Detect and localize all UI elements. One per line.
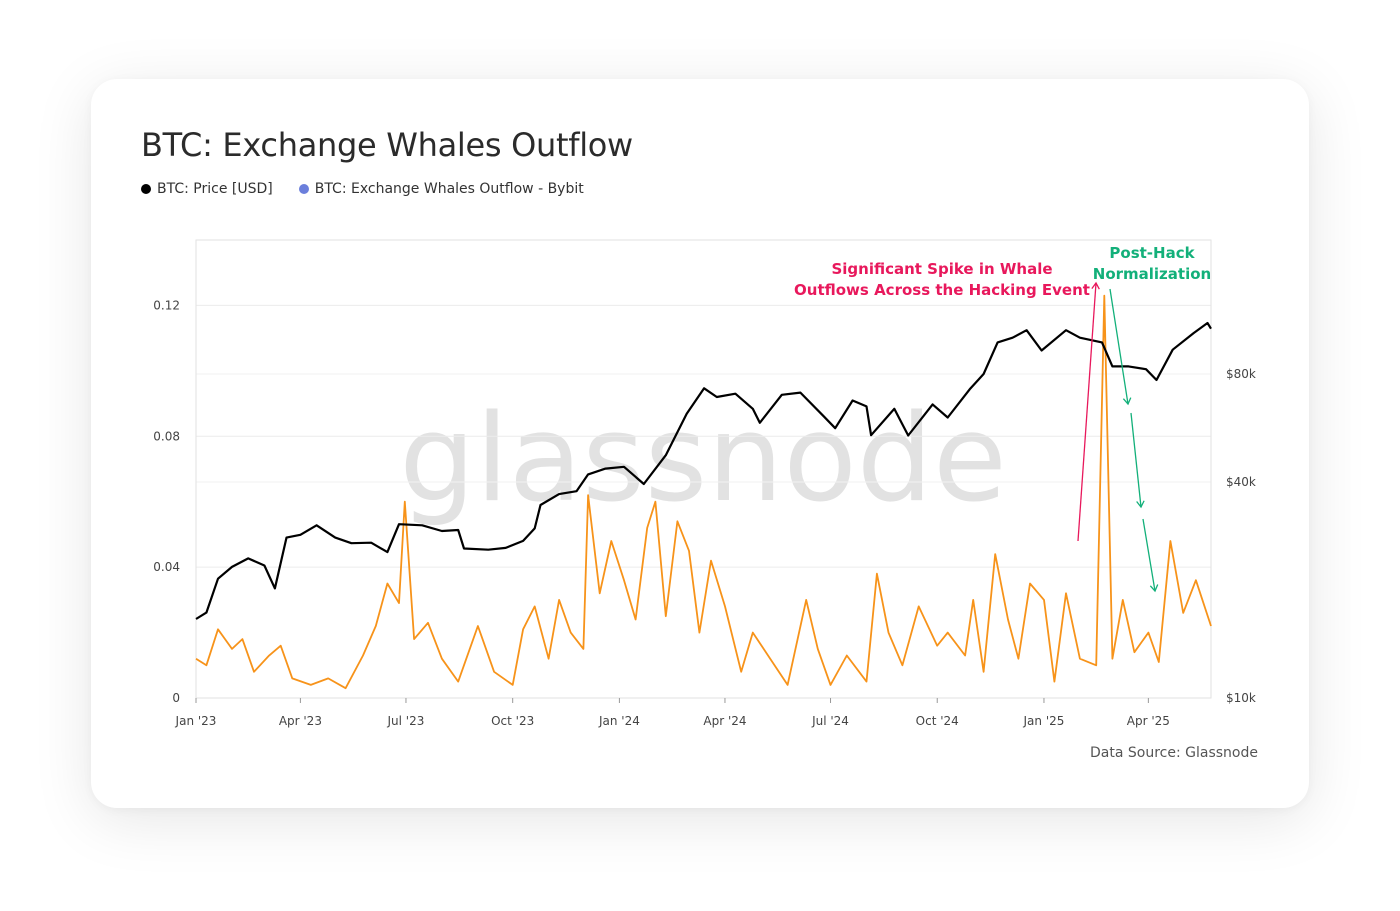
spike-arrow-head <box>1091 281 1100 290</box>
legend-item-price[interactable]: BTC: Price [USD] <box>141 181 273 197</box>
spike-arrow <box>1077 282 1097 542</box>
x-tick-label: Apr '25 <box>1127 714 1170 728</box>
legend-dot-outflow <box>298 184 309 194</box>
series-outflow-line <box>195 294 1212 690</box>
y-left-tick-label: 0.12 <box>153 298 180 312</box>
y-left-tick-label: 0.08 <box>153 429 180 443</box>
x-axis-ticks: Jan '23 Apr '23 Jul '23 Oct '23 Jan '24 Apr '… <box>175 698 1170 728</box>
chart-card <box>91 79 1309 808</box>
annotation-arrows <box>1077 281 1159 593</box>
legend-label-outflow: BTC: Exchange Whales Outflow - Bybit <box>314 181 584 197</box>
x-tick-label: Apr '23 <box>279 714 322 728</box>
chart-title: BTC: Exchange Whales Outflow <box>141 126 633 164</box>
watermark: glassnode <box>399 390 1007 529</box>
x-tick-label: Jul '24 <box>811 714 849 728</box>
legend-item-outflow[interactable]: BTC: Exchange Whales Outflow - Bybit <box>298 181 584 197</box>
posthack-arrow-1-head <box>1122 397 1132 406</box>
chart-legend: BTC: Price [USD] BTC: Exchange Whales Ou… <box>141 181 584 197</box>
y-right-tick-label: $40k <box>1226 475 1256 489</box>
x-tick-label: Oct '24 <box>916 714 959 728</box>
y-right-tick-label: $10k <box>1226 691 1256 705</box>
series-price-line <box>195 321 1212 620</box>
legend-dot-price <box>141 184 151 194</box>
annotation-spike-line2: Outflows Across the Hacking Event <box>794 281 1090 299</box>
x-tick-label: Jan '24 <box>598 714 640 728</box>
y-right-tick-label: $80k <box>1226 367 1256 381</box>
posthack-arrow-2-head <box>1136 500 1145 509</box>
annotation-posthack-line2: Normalization <box>1093 265 1211 283</box>
annotation-posthack-line1: Post-Hack <box>1109 244 1195 262</box>
plot-frame <box>195 239 1212 699</box>
y-left-tick-label: 0.04 <box>153 560 180 574</box>
x-tick-label: Jul '23 <box>387 714 425 728</box>
x-tick-label: Apr '24 <box>703 714 746 728</box>
posthack-arrow-2 <box>1130 412 1142 508</box>
annotation-spike-line1: Significant Spike in Whale <box>831 260 1052 278</box>
legend-label-price: BTC: Price [USD] <box>157 181 273 197</box>
series-group <box>195 294 1212 690</box>
x-tick-label: Jan '23 <box>175 714 217 728</box>
y-left-tick-label: 0 <box>172 691 180 705</box>
x-tick-label: Oct '23 <box>491 714 534 728</box>
x-tick-label: Jan '25 <box>1023 714 1065 728</box>
posthack-arrow-3-head <box>1149 584 1159 593</box>
data-source: Data Source: Glassnode <box>1090 745 1258 761</box>
y-axis-ticks: 0 0.04 0.08 0.12 $10k $40k $80k <box>153 298 1256 705</box>
posthack-arrow-1 <box>1109 288 1129 405</box>
posthack-arrow-3 <box>1142 518 1156 592</box>
